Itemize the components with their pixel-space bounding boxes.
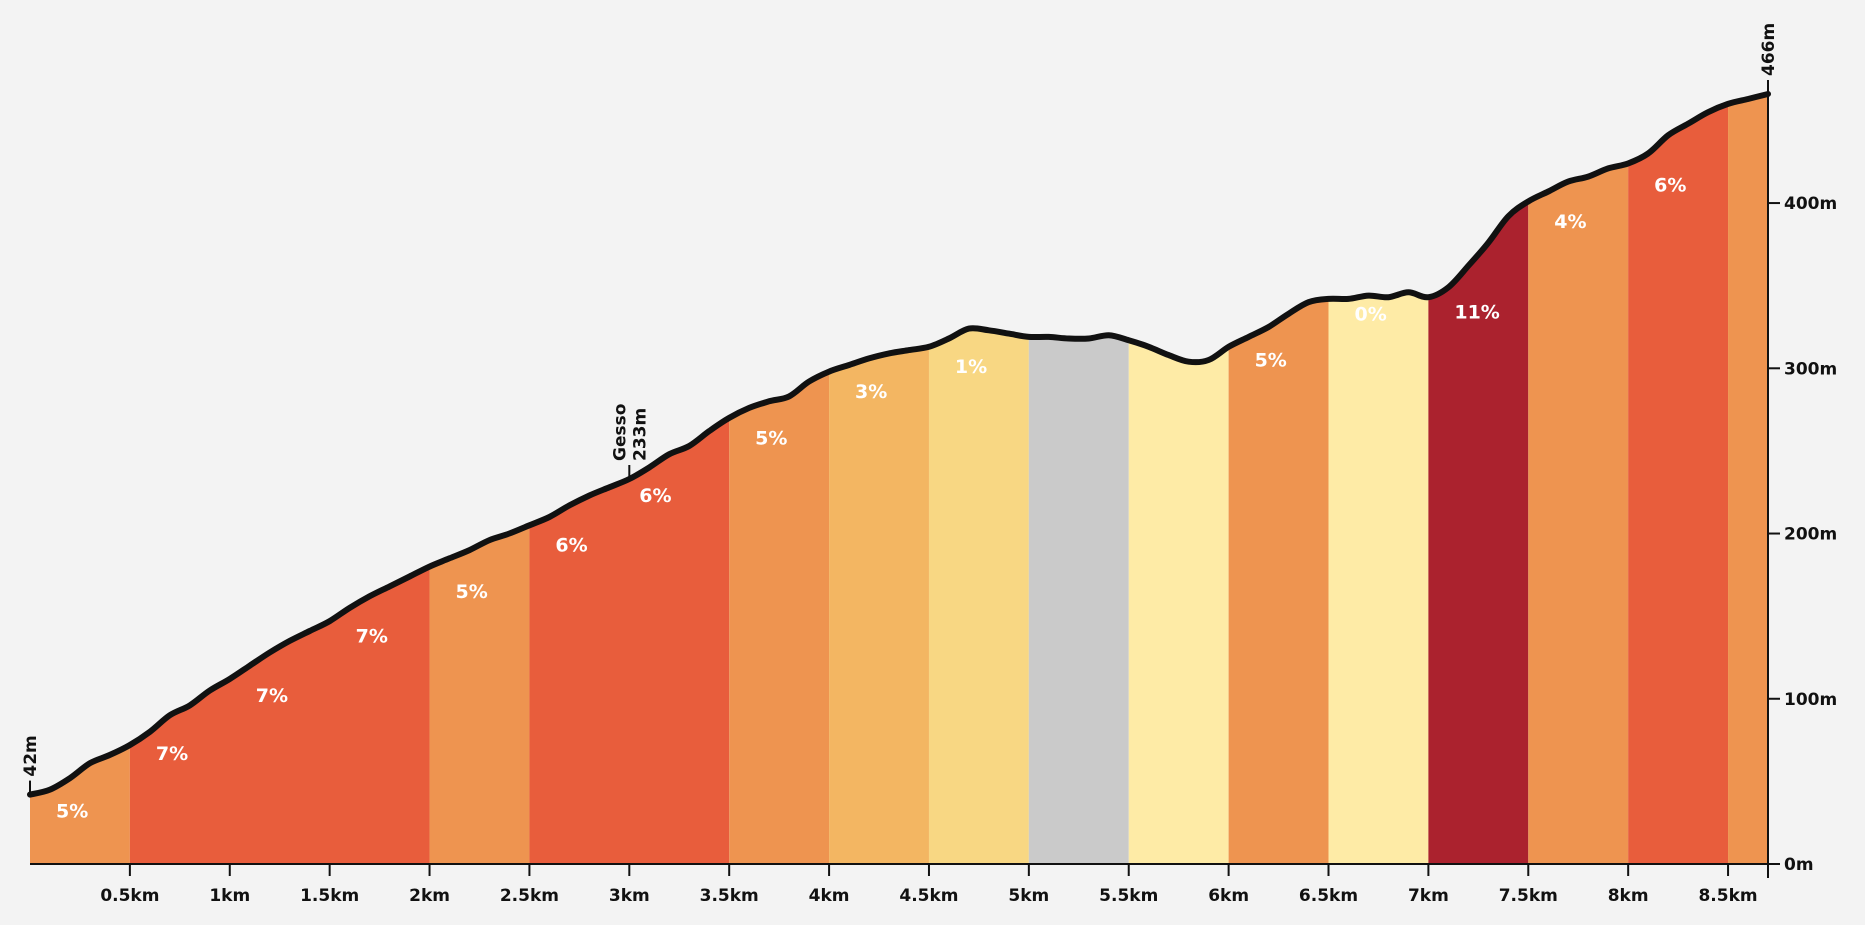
elevation-marker-label: 42m [21,735,41,776]
elevation-marker-label: 233m [630,408,650,461]
gradient-segment-9 [1228,94,1329,864]
x-tick-label: 1km [209,886,250,906]
x-tick-label: 3.5km [700,886,759,906]
gradient-segments [30,94,1768,864]
gradient-segment-6 [928,94,1029,864]
axes: 0.5km 1km 1.5km 2km 2.5km 3km 3.5km 4km 4.5km 5km… [30,92,1837,906]
segment-gradient-label: 6% [639,485,671,507]
gradient-segment-4 [729,94,830,864]
segment-gradient-label: 6% [1654,174,1686,196]
x-tick-label: 7km [1408,886,1449,906]
y-tick-label: 300m [1784,359,1837,379]
segment-gradient-label: 1% [955,356,987,378]
gradient-segment-8 [1128,94,1229,864]
y-tick-label: 0m [1784,855,1814,875]
gradient-segment-13 [1628,94,1729,864]
segment-gradient-label: 3% [855,381,887,403]
gradient-segment-14 [1728,94,1768,864]
gradient-segment-12 [1528,94,1629,864]
segment-gradient-labels: 5% 5% 6% 5% 3% 1% 5% 0% 11% 4% 6% 7% 7% 7% 6% [56,174,1686,822]
x-tick-label: 5.5km [1099,886,1158,906]
x-tick-label: 7.5km [1499,886,1558,906]
segment-gradient-label: 6% [555,535,587,557]
x-tick-label: 4km [809,886,850,906]
x-tick-label: 1.5km [300,886,359,906]
y-tick-label: 100m [1784,690,1837,710]
elevation-markers: 42m Gesso 233m 466m [21,23,1779,795]
segment-gradient-label: 5% [755,427,787,449]
x-tick-label: 4.5km [899,886,958,906]
elevation-marker-label: Gesso [610,404,630,461]
y-tick-label: 400m [1784,194,1837,214]
y-tick-label: 200m [1784,525,1837,545]
segment-gradient-label: 5% [1255,350,1287,372]
gradient-segment-7 [1028,94,1129,864]
x-tick-label: 8.5km [1698,886,1757,906]
x-tick-label: 8km [1608,886,1649,906]
segment-gradient-label: 7% [356,626,388,648]
segment-gradient-label: 7% [256,685,288,707]
segment-gradient-label: 5% [456,581,488,603]
x-tick-label: 0.5km [100,886,159,906]
gradient-segment-5 [829,94,929,864]
gradient-segment-10 [1328,94,1429,864]
elevation-marker-label: 466m [1759,23,1779,76]
gradient-segment-0 [30,94,130,864]
gradient-segment-11 [1428,94,1529,864]
x-tick-label: 6km [1208,886,1249,906]
x-tick-label: 3km [609,886,650,906]
x-tick-label: 2.5km [500,886,559,906]
x-tick-label: 5km [1008,886,1049,906]
gradient-segment-2 [429,94,530,864]
segment-gradient-label: 0% [1354,303,1386,325]
segment-gradient-label: 7% [156,743,188,765]
segment-gradient-label: 11% [1454,302,1499,324]
segment-gradient-label: 4% [1554,211,1586,233]
x-tick-label: 6.5km [1299,886,1358,906]
segment-gradient-label: 5% [56,801,88,823]
elevation-profile-line [27,91,1771,798]
x-tick-label: 2km [409,886,450,906]
